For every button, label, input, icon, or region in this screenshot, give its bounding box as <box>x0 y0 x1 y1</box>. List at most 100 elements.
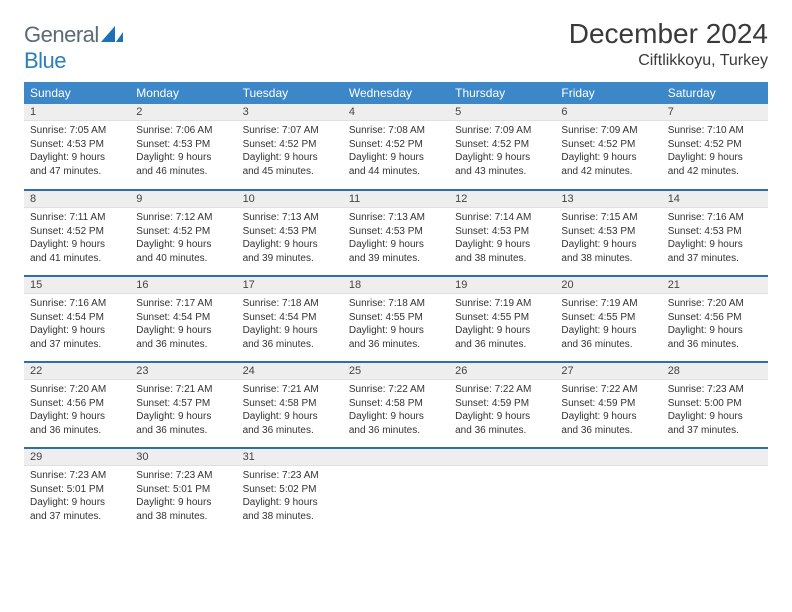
day-number: 20 <box>555 277 661 294</box>
day-number: 27 <box>555 363 661 380</box>
day-detail: Sunrise: 7:21 AMSunset: 4:58 PMDaylight:… <box>237 380 343 441</box>
calendar-day-cell: 26Sunrise: 7:22 AMSunset: 4:59 PMDayligh… <box>449 362 555 448</box>
sunset-text: Sunset: 5:00 PM <box>668 397 762 411</box>
day-number: 16 <box>130 277 236 294</box>
calendar-day-cell: 4Sunrise: 7:08 AMSunset: 4:52 PMDaylight… <box>343 104 449 190</box>
weekday-header: Thursday <box>449 82 555 104</box>
daylight-text: and 38 minutes. <box>243 510 337 524</box>
daylight-text: Daylight: 9 hours <box>30 410 124 424</box>
calendar-empty-cell <box>343 448 449 534</box>
sunrise-text: Sunrise: 7:17 AM <box>136 297 230 311</box>
day-number: 3 <box>237 104 343 121</box>
daylight-text: Daylight: 9 hours <box>455 151 549 165</box>
sunrise-text: Sunrise: 7:14 AM <box>455 211 549 225</box>
daylight-text: and 36 minutes. <box>136 424 230 438</box>
calendar-day-cell: 10Sunrise: 7:13 AMSunset: 4:53 PMDayligh… <box>237 190 343 276</box>
weekday-header: Wednesday <box>343 82 449 104</box>
sunset-text: Sunset: 4:52 PM <box>136 225 230 239</box>
day-number: 12 <box>449 191 555 208</box>
sunrise-text: Sunrise: 7:10 AM <box>668 124 762 138</box>
day-number: 15 <box>24 277 130 294</box>
day-detail: Sunrise: 7:16 AMSunset: 4:54 PMDaylight:… <box>24 294 130 355</box>
daylight-text: Daylight: 9 hours <box>243 238 337 252</box>
daylight-text: and 37 minutes. <box>668 252 762 266</box>
day-detail: Sunrise: 7:19 AMSunset: 4:55 PMDaylight:… <box>555 294 661 355</box>
calendar-week-row: 15Sunrise: 7:16 AMSunset: 4:54 PMDayligh… <box>24 276 768 362</box>
day-number: 29 <box>24 449 130 466</box>
daylight-text: and 36 minutes. <box>30 424 124 438</box>
sunset-text: Sunset: 4:55 PM <box>455 311 549 325</box>
sunrise-text: Sunrise: 7:13 AM <box>243 211 337 225</box>
daylight-text: and 39 minutes. <box>243 252 337 266</box>
calendar-week-row: 29Sunrise: 7:23 AMSunset: 5:01 PMDayligh… <box>24 448 768 534</box>
day-detail: Sunrise: 7:09 AMSunset: 4:52 PMDaylight:… <box>449 121 555 182</box>
day-detail: Sunrise: 7:14 AMSunset: 4:53 PMDaylight:… <box>449 208 555 269</box>
daylight-text: and 37 minutes. <box>668 424 762 438</box>
sunrise-text: Sunrise: 7:18 AM <box>349 297 443 311</box>
day-number: 6 <box>555 104 661 121</box>
daylight-text: Daylight: 9 hours <box>243 151 337 165</box>
empty-daynum <box>662 449 768 466</box>
sunset-text: Sunset: 4:58 PM <box>349 397 443 411</box>
sunset-text: Sunset: 4:53 PM <box>561 225 655 239</box>
sunrise-text: Sunrise: 7:05 AM <box>30 124 124 138</box>
daylight-text: Daylight: 9 hours <box>136 324 230 338</box>
sunrise-text: Sunrise: 7:12 AM <box>136 211 230 225</box>
day-number: 13 <box>555 191 661 208</box>
day-detail: Sunrise: 7:15 AMSunset: 4:53 PMDaylight:… <box>555 208 661 269</box>
day-detail: Sunrise: 7:18 AMSunset: 4:55 PMDaylight:… <box>343 294 449 355</box>
daylight-text: and 46 minutes. <box>136 165 230 179</box>
day-number: 14 <box>662 191 768 208</box>
sunset-text: Sunset: 4:53 PM <box>349 225 443 239</box>
daylight-text: and 37 minutes. <box>30 338 124 352</box>
day-detail: Sunrise: 7:07 AMSunset: 4:52 PMDaylight:… <box>237 121 343 182</box>
calendar-day-cell: 13Sunrise: 7:15 AMSunset: 4:53 PMDayligh… <box>555 190 661 276</box>
day-number: 21 <box>662 277 768 294</box>
empty-daynum <box>343 449 449 466</box>
day-detail: Sunrise: 7:23 AMSunset: 5:00 PMDaylight:… <box>662 380 768 441</box>
sunset-text: Sunset: 4:54 PM <box>243 311 337 325</box>
daylight-text: Daylight: 9 hours <box>561 151 655 165</box>
sunset-text: Sunset: 4:52 PM <box>668 138 762 152</box>
daylight-text: Daylight: 9 hours <box>668 151 762 165</box>
calendar-day-cell: 15Sunrise: 7:16 AMSunset: 4:54 PMDayligh… <box>24 276 130 362</box>
calendar-day-cell: 7 Sunrise: 7:10 AMSunset: 4:52 PMDaylight… <box>662 104 768 190</box>
day-detail: Sunrise: 7:23 AMSunset: 5:02 PMDaylight:… <box>237 466 343 527</box>
sunrise-text: Sunrise: 7:22 AM <box>561 383 655 397</box>
day-number: 7 <box>662 104 768 121</box>
day-detail: Sunrise: 7:09 AMSunset: 4:52 PMDaylight:… <box>555 121 661 182</box>
daylight-text: Daylight: 9 hours <box>668 410 762 424</box>
day-detail: Sunrise: 7:16 AMSunset: 4:53 PMDaylight:… <box>662 208 768 269</box>
daylight-text: Daylight: 9 hours <box>668 324 762 338</box>
daylight-text: and 36 minutes. <box>243 338 337 352</box>
sunset-text: Sunset: 4:56 PM <box>668 311 762 325</box>
day-detail: Sunrise: 7:22 AMSunset: 4:59 PMDaylight:… <box>449 380 555 441</box>
sunset-text: Sunset: 4:53 PM <box>30 138 124 152</box>
day-number: 28 <box>662 363 768 380</box>
sunrise-text: Sunrise: 7:20 AM <box>30 383 124 397</box>
daylight-text: and 40 minutes. <box>136 252 230 266</box>
day-number: 4 <box>343 104 449 121</box>
daylight-text: and 43 minutes. <box>455 165 549 179</box>
daylight-text: and 44 minutes. <box>349 165 443 179</box>
daylight-text: Daylight: 9 hours <box>561 324 655 338</box>
daylight-text: Daylight: 9 hours <box>455 410 549 424</box>
weekday-header-row: SundayMondayTuesdayWednesdayThursdayFrid… <box>24 82 768 104</box>
sunset-text: Sunset: 4:53 PM <box>455 225 549 239</box>
calendar-day-cell: 12Sunrise: 7:14 AMSunset: 4:53 PMDayligh… <box>449 190 555 276</box>
daylight-text: Daylight: 9 hours <box>455 238 549 252</box>
sunset-text: Sunset: 4:52 PM <box>349 138 443 152</box>
day-detail: Sunrise: 7:17 AMSunset: 4:54 PMDaylight:… <box>130 294 236 355</box>
day-detail: Sunrise: 7:21 AMSunset: 4:57 PMDaylight:… <box>130 380 236 441</box>
sunset-text: Sunset: 4:52 PM <box>455 138 549 152</box>
sunrise-text: Sunrise: 7:15 AM <box>561 211 655 225</box>
sunrise-text: Sunrise: 7:22 AM <box>455 383 549 397</box>
daylight-text: and 36 minutes. <box>561 424 655 438</box>
calendar-day-cell: 20Sunrise: 7:19 AMSunset: 4:55 PMDayligh… <box>555 276 661 362</box>
calendar-day-cell: 25Sunrise: 7:22 AMSunset: 4:58 PMDayligh… <box>343 362 449 448</box>
daylight-text: Daylight: 9 hours <box>30 238 124 252</box>
day-number: 1 <box>24 104 130 121</box>
daylight-text: Daylight: 9 hours <box>349 324 443 338</box>
sunrise-text: Sunrise: 7:16 AM <box>30 297 124 311</box>
daylight-text: and 36 minutes. <box>561 338 655 352</box>
